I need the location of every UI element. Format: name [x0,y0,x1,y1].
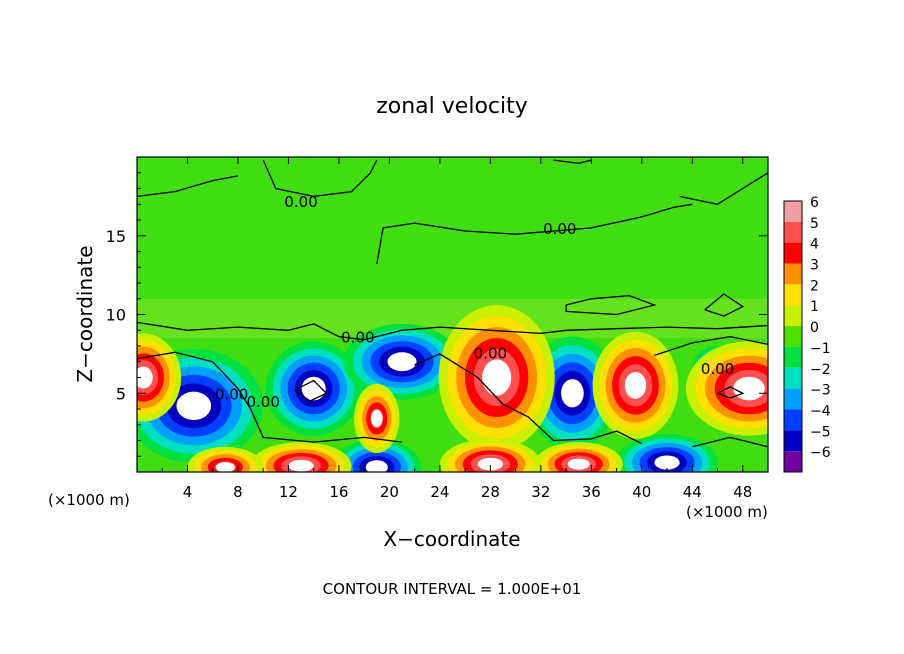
velocity-core [561,379,584,408]
x-tick-label: 8 [233,483,243,501]
zero-contour-line [137,351,403,443]
velocity-core [215,462,235,472]
zero-contour-line [414,353,643,445]
x-tick-label: 32 [531,483,550,501]
contour-label: 0.00 [701,360,734,378]
chart-title: zonal velocity [376,94,528,119]
x-tick-label: 44 [683,483,702,501]
colorbar-frame [783,200,803,473]
y-tick-label: 10 [106,306,126,325]
colorbar-swatch [784,242,802,264]
velocity-core [482,359,512,396]
colorbar-swatch [784,451,802,472]
contour-label: 0.00 [246,393,279,411]
zero-contour-line [692,436,768,448]
velocity-core [137,366,153,389]
colorbar-tick-label: −6 [810,445,831,461]
colorbar-tick-label: 1 [810,299,819,315]
colorbar-tick-label: −4 [810,403,831,419]
colorbar-swatch [784,388,802,410]
velocity-core [365,460,388,472]
velocity-field [137,298,768,472]
colorbar-swatch [784,430,802,452]
zero-contour-line [262,159,378,198]
velocity-core [654,455,680,470]
contour-label: 0.00 [341,329,374,347]
colorbar-swatch [784,326,802,347]
zero-contour-line [717,386,745,399]
zero-contour-line [565,294,657,316]
velocity-core [301,376,326,401]
contour-label: 0.00 [284,193,317,211]
colorbar-swatch [784,305,802,327]
colorbar-swatch [784,263,802,285]
x-unit-left: (×1000 m) [48,491,130,509]
velocity-core [288,459,314,472]
zero-contour-line [654,335,768,357]
zero-contour-line [376,203,693,265]
velocity-core [176,391,212,421]
colorbar-tick-label: −2 [810,362,831,378]
velocity-core [624,371,647,399]
contour-label: 0.00 [474,344,507,362]
colorbar-tick-label: 6 [810,195,819,211]
x-unit-right: (×1000 m) [686,503,768,521]
colorbar-tick-label: −1 [810,341,831,357]
colorbar: 6 5 4 3 2 1 0 −1 −2 −3 −4 −5 −6 [783,195,831,473]
x-tick-label: 12 [279,483,298,501]
colorbar-tick-label: 4 [810,237,819,253]
velocity-core [567,458,590,470]
x-tick-label: 36 [582,483,601,501]
zero-contour-line [679,172,768,205]
zero-contours [137,159,768,448]
colorbar-tick-label: −5 [810,424,831,440]
colorbar-swatch [784,201,802,222]
x-axis-label: X−coordinate [383,527,520,551]
contour-labels: 0.000.000.000.000.000.000.00 [215,193,734,411]
x-tick-label: 28 [481,483,500,501]
x-tick-label: 48 [733,483,752,501]
y-tick-label: 5 [116,384,126,403]
colorbar-tick-label: 5 [810,216,819,232]
colorbar-tick-label: 2 [810,278,819,294]
colorbar-swatch [784,221,802,243]
contour-label: 0.00 [215,385,248,403]
zero-contour-line [553,159,592,164]
x-tick-label: 4 [183,483,193,501]
velocity-core [477,457,503,471]
colorbar-swatch [784,367,802,389]
zero-contour-line [704,293,745,317]
zero-contour-line [137,175,239,198]
contour-interval-note: CONTOUR INTERVAL = 1.000E+01 [323,580,582,598]
x-axis: 4 8 12 16 20 24 28 32 36 40 44 48 [161,157,752,501]
colorbar-swatch [784,409,802,431]
zero-contour-line [137,321,768,341]
colorbar-tick-label: 0 [810,320,819,336]
velocity-core [387,352,417,372]
velocity-core [371,409,383,428]
x-tick-label: 16 [329,483,348,501]
zero-contour-line [294,379,328,402]
colorbar-tick-label: 3 [810,258,819,274]
colorbar-tick-label: −3 [810,383,831,399]
velocity-core [733,376,765,401]
x-tick-label: 20 [380,483,399,501]
y-tick-label: 15 [106,227,126,246]
y-axis-label: Z−coordinate [73,245,97,382]
plot-area [137,157,768,472]
x-tick-label: 24 [430,483,449,501]
colorbar-swatch [784,284,802,306]
contour-label: 0.00 [543,220,576,238]
y-axis: 5 10 15 [106,172,768,457]
colorbar-swatch [784,346,802,368]
x-tick-label: 40 [632,483,651,501]
